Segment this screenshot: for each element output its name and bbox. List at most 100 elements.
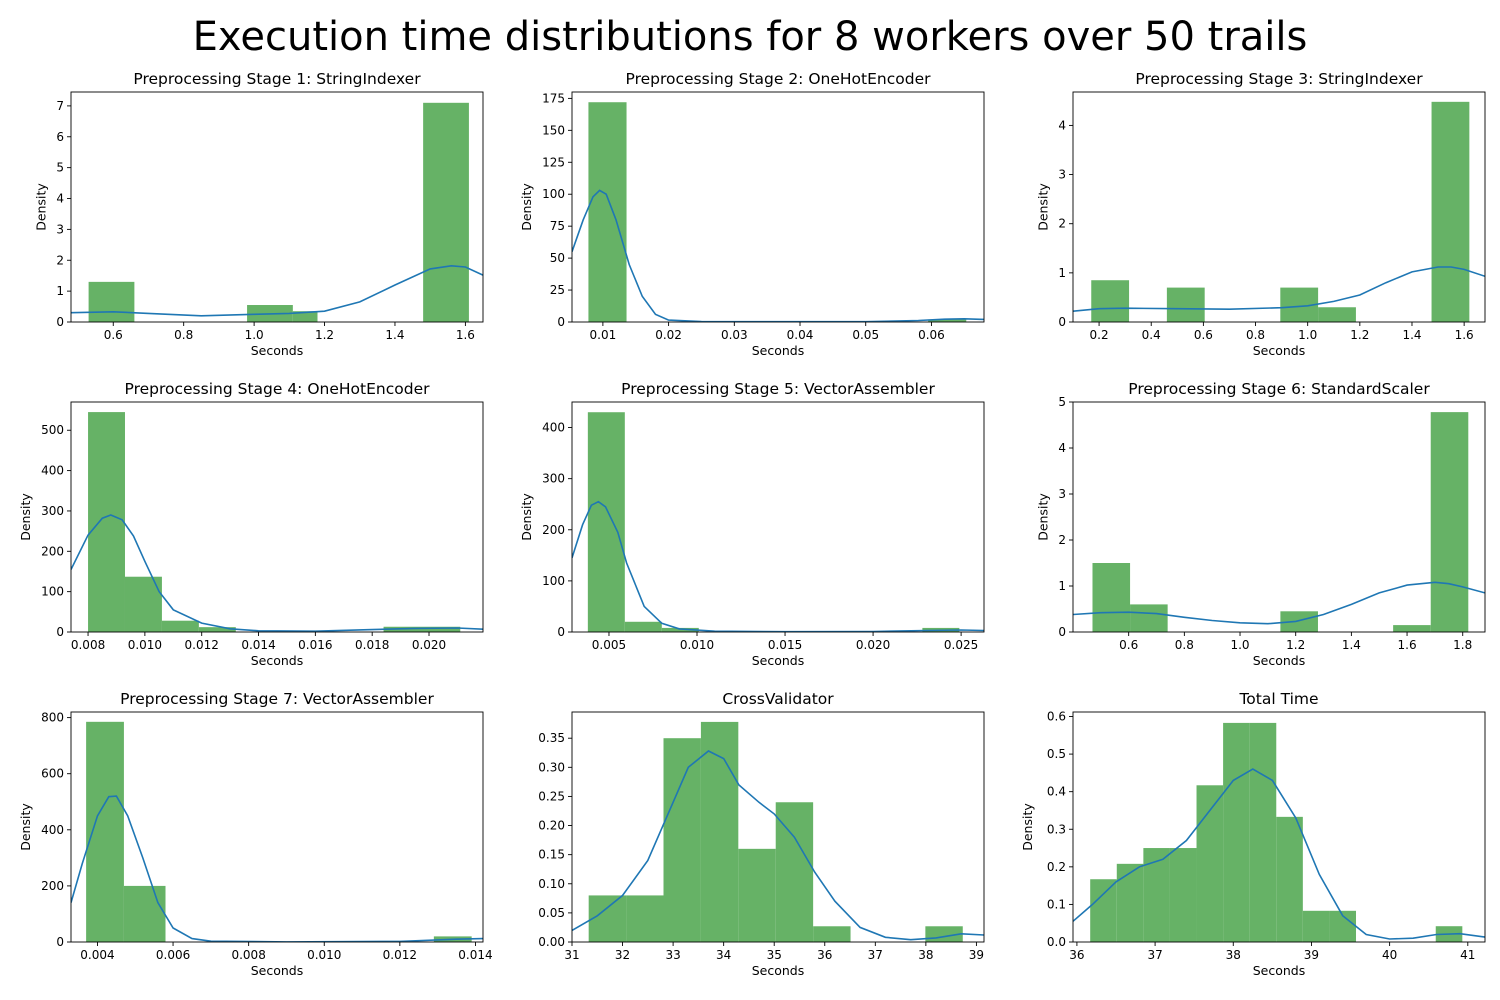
x-tick-label: 0.6 — [104, 328, 123, 342]
histogram-bar — [1091, 280, 1130, 322]
x-tick-label: 0.014 — [458, 948, 492, 962]
x-tick-label: 0.6 — [1194, 328, 1213, 342]
y-tick-label: 100 — [542, 574, 565, 588]
y-tick-label: 0.5 — [1047, 747, 1066, 761]
kde-line — [572, 500, 984, 632]
chart-panel: 0.01 0.02 0.03 0.04 0.05 0.06 0 25 50 75 100 125 150… — [519, 70, 985, 358]
y-tick-label: 0 — [56, 625, 64, 639]
kde-line — [1073, 768, 1485, 940]
x-tick-label: 36 — [817, 948, 832, 962]
chart-panel: 36 37 38 39 40 41 0.0 0.1 0.2 0.3 0.4 0.5 0.6 Total T… — [1020, 690, 1486, 978]
y-tick-label: 100 — [542, 187, 565, 201]
x-tick-label: 1.4 — [1342, 638, 1361, 652]
kde-line — [572, 189, 984, 322]
y-tick-label: 0.15 — [538, 848, 565, 862]
x-tick-label: 0.6 — [1119, 638, 1138, 652]
x-tick-label: 0.004 — [80, 948, 114, 962]
chart-panel: 0.008 0.010 0.012 0.014 0.016 0.018 0.020 0 100 2… — [18, 380, 484, 668]
x-tick-label: 0.015 — [768, 638, 802, 652]
x-tick-label: 39 — [1304, 948, 1319, 962]
histogram-bar — [88, 281, 135, 322]
x-axis-label: Seconds — [1253, 343, 1306, 358]
x-axis-label: Seconds — [251, 963, 304, 978]
y-tick-label: 0.00 — [538, 935, 565, 949]
histogram-bar — [1223, 722, 1250, 942]
chart-title: Preprocessing Stage 6: StandardScaler — [1128, 380, 1430, 398]
kde-line — [572, 750, 984, 941]
chart-title: Preprocessing Stage 4: OneHotEncoder — [125, 380, 431, 398]
axes-frame — [1072, 91, 1486, 323]
kde-line — [1073, 581, 1485, 625]
x-axis-label: Seconds — [752, 343, 805, 358]
y-tick-label: 200 — [41, 544, 64, 558]
y-tick-label: 0.10 — [538, 877, 565, 891]
x-tick-label: 0.010 — [680, 638, 714, 652]
y-axis-label: Density — [18, 803, 33, 851]
x-tick-label: 0.06 — [918, 328, 945, 342]
y-tick-label: 3 — [1058, 168, 1066, 182]
y-tick-label: 0.20 — [538, 819, 565, 833]
y-axis-label: Density — [18, 493, 33, 541]
y-axis-label: Density — [519, 183, 534, 231]
y-axis-label: Density — [1035, 183, 1050, 231]
y-tick-label: 5 — [56, 161, 64, 175]
x-tick-label: 1.8 — [1453, 638, 1472, 652]
histogram-bar — [198, 627, 236, 632]
y-tick-label: 50 — [550, 251, 565, 265]
histogram-bar — [588, 895, 627, 942]
y-tick-label: 3 — [56, 222, 64, 236]
histogram-bar — [1280, 611, 1318, 632]
axes-frame — [70, 91, 484, 323]
x-tick-label: 1.6 — [1398, 638, 1417, 652]
chart-title: Preprocessing Stage 7: VectorAssembler — [120, 690, 434, 708]
chart-title: Preprocessing Stage 3: StringIndexer — [1135, 70, 1423, 88]
x-tick-label: 1.2 — [1286, 638, 1305, 652]
x-tick-label: 1.2 — [1350, 328, 1369, 342]
chart-title: Total Time — [1238, 690, 1318, 708]
x-tick-label: 1.2 — [315, 328, 334, 342]
histogram-bar — [1130, 604, 1168, 632]
y-tick-label: 0 — [1058, 625, 1066, 639]
y-tick-label: 6 — [56, 130, 64, 144]
x-tick-label: 0.010 — [307, 948, 341, 962]
y-tick-label: 5 — [1058, 395, 1066, 409]
x-tick-label: 38 — [1226, 948, 1241, 962]
y-axis-label: Density — [1035, 493, 1050, 541]
y-tick-label: 0.2 — [1047, 860, 1066, 874]
y-tick-label: 0.05 — [538, 906, 565, 920]
histogram-bar — [123, 885, 166, 942]
chart-panel: 0.005 0.010 0.015 0.020 0.025 0 100 200 300 400 Pr… — [519, 380, 985, 668]
histogram-bar — [588, 102, 627, 322]
histogram-bar — [813, 926, 851, 942]
histogram-bar — [161, 620, 199, 632]
x-tick-label: 33 — [665, 948, 680, 962]
y-tick-label: 0 — [557, 625, 565, 639]
x-tick-label: 0.010 — [128, 638, 162, 652]
histogram-bar — [663, 738, 701, 942]
x-tick-label: 0.014 — [241, 638, 275, 652]
axes-frame — [571, 401, 985, 633]
y-tick-label: 2 — [1058, 217, 1066, 231]
x-tick-label: 31 — [564, 948, 579, 962]
x-tick-label: 0.016 — [298, 638, 332, 652]
y-tick-label: 75 — [550, 219, 565, 233]
y-tick-label: 300 — [41, 504, 64, 518]
x-tick-label: 36 — [1069, 948, 1084, 962]
x-tick-label: 0.006 — [156, 948, 190, 962]
chart-panel: 0.6 0.8 1.0 1.2 1.4 1.6 0 1 2 3 4 5 6 7 Preprocessing … — [33, 70, 484, 358]
y-tick-label: 0.4 — [1047, 785, 1066, 799]
chart-panel: 0.6 0.8 1.0 1.2 1.4 1.6 1.8 0 1 2 3 4 5 Preprocessing… — [1035, 380, 1486, 668]
histogram-bar — [928, 319, 967, 322]
x-tick-label: 0.020 — [412, 638, 446, 652]
y-tick-label: 100 — [41, 585, 64, 599]
x-axis-label: Seconds — [251, 653, 304, 668]
histogram-bar — [1430, 412, 1469, 632]
y-tick-label: 3 — [1058, 487, 1066, 501]
axes-frame — [1072, 401, 1486, 633]
figure-title: Execution time distributions for 8 worke… — [192, 14, 1308, 60]
x-tick-label: 0.05 — [852, 328, 879, 342]
histogram-bar — [1276, 816, 1303, 942]
y-tick-label: 200 — [542, 523, 565, 537]
x-tick-label: 37 — [1147, 948, 1162, 962]
